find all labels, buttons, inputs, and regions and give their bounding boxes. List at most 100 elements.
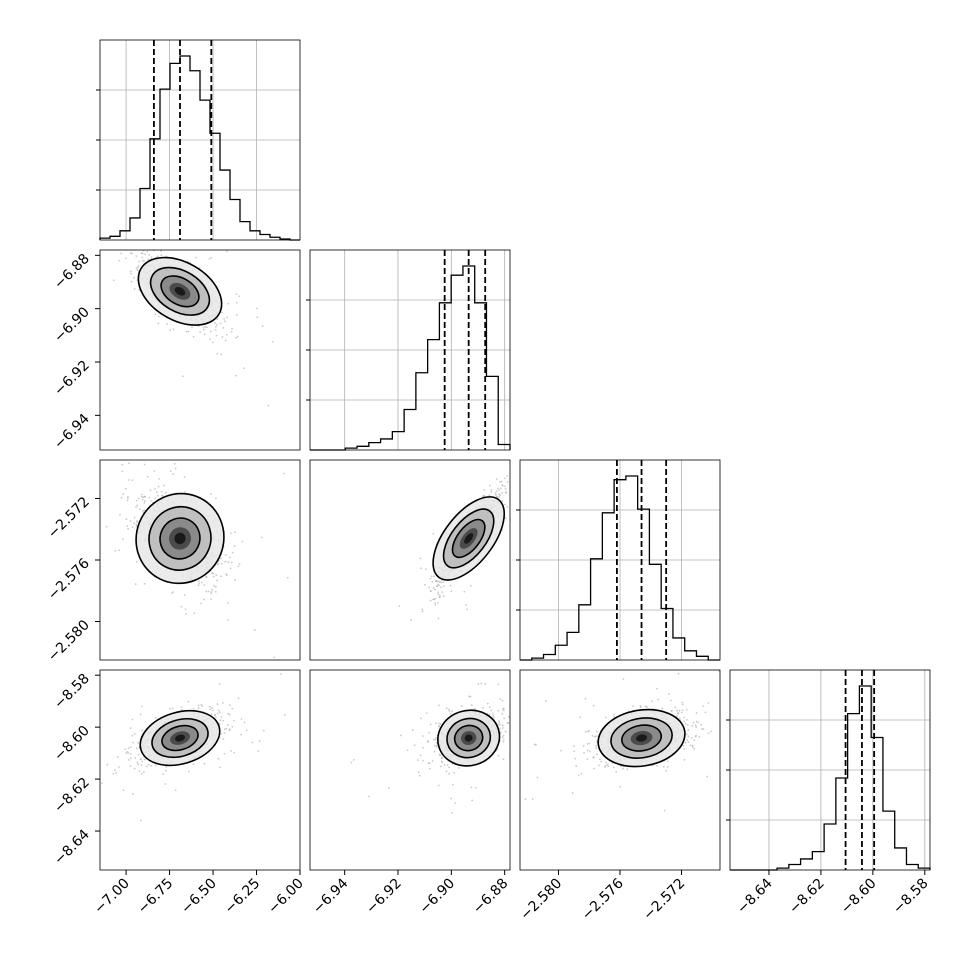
sample-point [520, 442, 522, 444]
sample-point [235, 293, 238, 296]
sample-point [184, 608, 187, 611]
sample-point [143, 502, 146, 504]
sample-point [680, 711, 683, 714]
sample-point [501, 712, 504, 715]
scatter-panel-3-1 [309, 669, 531, 871]
sample-point [434, 738, 437, 741]
sample-point [231, 725, 234, 728]
sample-point [214, 322, 216, 325]
sample-point [172, 473, 175, 476]
panel-frame [309, 459, 511, 661]
sample-point [228, 729, 231, 732]
sample-point [233, 719, 236, 722]
sample-point [499, 487, 502, 490]
sample-point [260, 536, 263, 539]
sample-point [216, 318, 219, 321]
sample-point [251, 741, 254, 744]
sample-point [434, 722, 437, 725]
sample-point [169, 470, 172, 473]
sample-point [121, 463, 123, 466]
sample-point [127, 759, 130, 761]
sample-point [253, 629, 256, 631]
sample-point [228, 713, 231, 716]
sample-point [233, 242, 235, 244]
contour-line [151, 718, 209, 759]
sample-point [133, 276, 136, 279]
sample-point [150, 248, 152, 250]
sample-point [495, 478, 498, 481]
sample-point [159, 248, 161, 250]
sample-point [135, 255, 138, 258]
sample-point [197, 704, 200, 707]
sample-point [182, 375, 184, 378]
sample-point [529, 693, 531, 695]
sample-point [438, 725, 440, 727]
sample-point [129, 746, 132, 749]
sample-point [62, 259, 64, 261]
sample-point [440, 581, 443, 584]
sample-point [227, 724, 229, 726]
sample-point [499, 723, 501, 726]
contour-line [446, 717, 492, 759]
sample-point [215, 323, 218, 326]
sample-point [185, 330, 188, 333]
contour-line [432, 496, 506, 581]
sample-point [215, 325, 217, 328]
histogram-panel-0 [99, 39, 301, 241]
sample-point [503, 717, 506, 720]
sample-point [663, 809, 666, 812]
sample-point [86, 217, 88, 219]
sample-point [433, 738, 435, 741]
sample-point [517, 737, 519, 739]
sample-point [452, 783, 454, 786]
sample-point [135, 525, 138, 528]
sample-point [143, 758, 146, 761]
sample-point [433, 750, 436, 753]
sample-point [494, 492, 497, 495]
sample-point [30, 806, 32, 808]
sample-point [286, 576, 289, 579]
sample-point [135, 523, 138, 526]
sample-point [163, 484, 166, 487]
sample-point [229, 567, 232, 570]
sample-point [141, 498, 144, 501]
sample-point [106, 763, 109, 766]
histogram-panel-2 [519, 459, 721, 661]
sample-point [507, 716, 510, 718]
sample-point [261, 325, 264, 327]
sample-point [434, 588, 436, 591]
sample-point [437, 580, 440, 583]
sample-point [502, 707, 505, 710]
sample-point [126, 525, 129, 527]
sample-point [220, 562, 223, 565]
sample-point [406, 749, 409, 752]
sample-point [457, 767, 460, 769]
sample-point [218, 711, 221, 714]
sample-point [449, 712, 452, 715]
sample-point [80, 225, 82, 227]
sample-point [228, 556, 231, 559]
sample-point [146, 250, 149, 253]
sample-point [490, 709, 493, 712]
sample-point [245, 729, 248, 732]
sample-point [682, 744, 685, 747]
sample-point [465, 604, 467, 606]
sample-point [450, 812, 453, 814]
panel-frame [99, 249, 301, 451]
sample-point [142, 771, 145, 774]
sample-point [504, 503, 506, 506]
sample-point [280, 673, 282, 676]
sample-point [135, 506, 137, 509]
sample-point [125, 752, 128, 755]
sample-point [283, 472, 286, 475]
sample-point [165, 769, 167, 772]
sample-point [691, 744, 694, 747]
sample-point [504, 485, 506, 488]
sample-point [208, 257, 211, 260]
sample-point [101, 782, 104, 785]
sample-point [596, 730, 598, 733]
sample-point [418, 774, 421, 777]
sample-point [511, 717, 513, 719]
sample-point [139, 508, 141, 511]
sample-point [527, 475, 529, 477]
